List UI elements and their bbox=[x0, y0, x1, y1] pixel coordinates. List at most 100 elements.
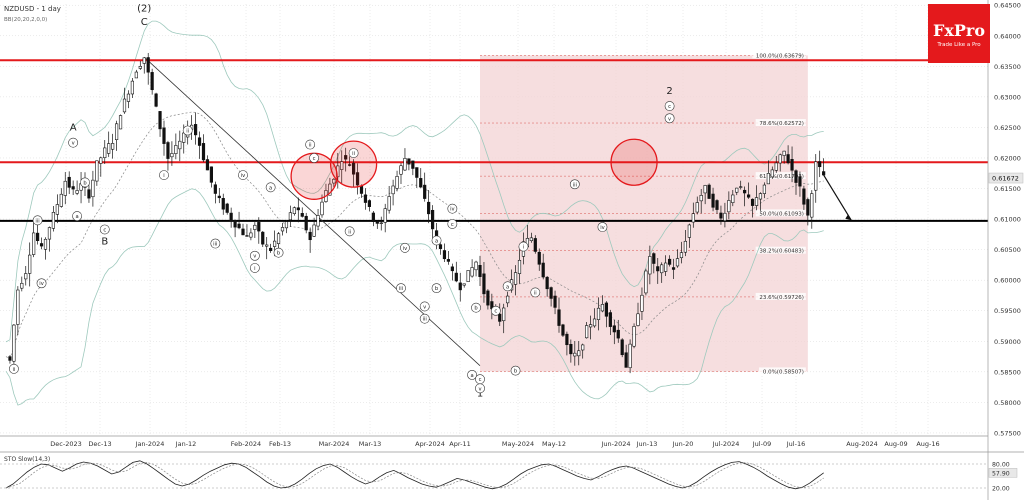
candle-bearish[interactable] bbox=[442, 250, 447, 260]
candle-bearish[interactable] bbox=[197, 137, 202, 146]
candle-bearish[interactable] bbox=[454, 272, 458, 282]
candle-bearish[interactable] bbox=[608, 312, 612, 327]
candle-bearish[interactable] bbox=[533, 238, 537, 252]
candle-bearish[interactable] bbox=[438, 244, 443, 249]
candle-bearish[interactable] bbox=[719, 212, 723, 219]
candle-bearish[interactable] bbox=[458, 282, 462, 291]
candle-bullish[interactable] bbox=[43, 238, 48, 250]
candle-bullish[interactable] bbox=[596, 307, 601, 320]
candle-bearish[interactable] bbox=[194, 124, 198, 136]
candle-bullish[interactable] bbox=[122, 98, 127, 113]
candle-bearish[interactable] bbox=[822, 171, 826, 176]
candle-bearish[interactable] bbox=[427, 201, 431, 215]
candle-bullish[interactable] bbox=[770, 169, 774, 178]
candle-bullish[interactable] bbox=[118, 115, 123, 130]
candle-bearish[interactable] bbox=[375, 221, 379, 224]
candle-bearish[interactable] bbox=[371, 212, 375, 222]
candle-bearish[interactable] bbox=[798, 176, 802, 187]
candle-bearish[interactable] bbox=[806, 199, 810, 216]
candle-bearish[interactable] bbox=[411, 160, 415, 169]
candle-bullish[interactable] bbox=[474, 261, 478, 271]
candle-bullish[interactable] bbox=[588, 324, 593, 328]
candle-bearish[interactable] bbox=[478, 265, 482, 277]
candle-bullish[interactable] bbox=[782, 150, 786, 156]
candle-bearish[interactable] bbox=[359, 185, 364, 194]
candle-bullish[interactable] bbox=[723, 212, 727, 221]
candle-bullish[interactable] bbox=[107, 143, 111, 154]
candle-bearish[interactable] bbox=[419, 178, 423, 188]
candle-bullish[interactable] bbox=[178, 140, 182, 150]
candle-bullish[interactable] bbox=[762, 184, 766, 194]
candle-bullish[interactable] bbox=[379, 222, 383, 224]
candle-bullish[interactable] bbox=[63, 180, 67, 196]
candle-bullish[interactable] bbox=[59, 193, 63, 207]
candle-bearish[interactable] bbox=[486, 290, 490, 306]
candle-bearish[interactable] bbox=[794, 170, 798, 183]
candle-bullish[interactable] bbox=[470, 267, 474, 277]
candle-bullish[interactable] bbox=[32, 232, 36, 255]
candle-bearish[interactable] bbox=[304, 215, 308, 231]
candle-bearish[interactable] bbox=[217, 195, 221, 199]
candle-bullish[interactable] bbox=[592, 318, 597, 327]
candle-bearish[interactable] bbox=[790, 159, 794, 171]
candle-bullish[interactable] bbox=[75, 190, 79, 194]
candle-bullish[interactable] bbox=[130, 80, 135, 95]
candle-bullish[interactable] bbox=[683, 240, 687, 253]
candle-bullish[interactable] bbox=[134, 71, 138, 79]
candle-bearish[interactable] bbox=[430, 209, 435, 230]
candle-bullish[interactable] bbox=[142, 57, 146, 64]
candle-bearish[interactable] bbox=[652, 253, 656, 264]
candle-bullish[interactable] bbox=[644, 270, 648, 294]
candle-bearish[interactable] bbox=[87, 189, 91, 199]
candle-bullish[interactable] bbox=[391, 185, 395, 195]
candle-bullish[interactable] bbox=[577, 350, 581, 357]
candle-bearish[interactable] bbox=[166, 142, 170, 159]
candle-bullish[interactable] bbox=[253, 224, 257, 230]
candle-bearish[interactable] bbox=[233, 220, 237, 228]
candle-bullish[interactable] bbox=[506, 295, 510, 304]
candle-bullish[interactable] bbox=[502, 307, 506, 322]
candle-bearish[interactable] bbox=[201, 143, 206, 161]
candle-bearish[interactable] bbox=[482, 273, 486, 295]
candle-bearish[interactable] bbox=[296, 207, 300, 211]
candle-bullish[interactable] bbox=[766, 173, 770, 185]
candle-bullish[interactable] bbox=[585, 325, 589, 339]
candle-bullish[interactable] bbox=[517, 260, 522, 274]
candle-bullish[interactable] bbox=[332, 178, 336, 184]
candle-bearish[interactable] bbox=[154, 93, 158, 107]
candle-bullish[interactable] bbox=[703, 185, 707, 194]
candle-bearish[interactable] bbox=[229, 212, 233, 222]
candle-bullish[interactable] bbox=[328, 183, 332, 196]
candle-bullish[interactable] bbox=[778, 154, 782, 164]
candle-bearish[interactable] bbox=[225, 203, 229, 213]
candle-bearish[interactable] bbox=[818, 161, 822, 168]
candle-bullish[interactable] bbox=[600, 304, 605, 312]
candle-bullish[interactable] bbox=[739, 186, 743, 188]
candle-bullish[interactable] bbox=[272, 240, 277, 247]
candle-bearish[interactable] bbox=[711, 193, 715, 208]
candle-bearish[interactable] bbox=[423, 184, 427, 199]
candle-bullish[interactable] bbox=[103, 147, 107, 158]
candle-bearish[interactable] bbox=[348, 164, 352, 166]
candle-bearish[interactable] bbox=[355, 172, 360, 186]
candle-bearish[interactable] bbox=[261, 231, 265, 245]
candle-bullish[interactable] bbox=[320, 201, 324, 216]
candle-bearish[interactable] bbox=[237, 223, 241, 229]
candle-bearish[interactable] bbox=[746, 194, 751, 198]
candle-bearish[interactable] bbox=[786, 154, 790, 164]
candle-bullish[interactable] bbox=[12, 324, 16, 362]
candle-bullish[interactable] bbox=[24, 273, 28, 280]
candle-bullish[interactable] bbox=[383, 208, 387, 223]
candle-bearish[interactable] bbox=[300, 213, 304, 217]
candle-bearish[interactable] bbox=[269, 247, 273, 252]
candle-bullish[interactable] bbox=[280, 227, 285, 232]
candle-bearish[interactable] bbox=[549, 287, 553, 299]
candle-bullish[interactable] bbox=[170, 153, 174, 158]
candle-bullish[interactable] bbox=[466, 270, 470, 282]
candle-bullish[interactable] bbox=[115, 123, 119, 140]
candle-bullish[interactable] bbox=[395, 176, 399, 189]
candle-bearish[interactable] bbox=[67, 176, 71, 188]
candle-bearish[interactable] bbox=[363, 194, 368, 203]
candle-bullish[interactable] bbox=[99, 157, 103, 164]
